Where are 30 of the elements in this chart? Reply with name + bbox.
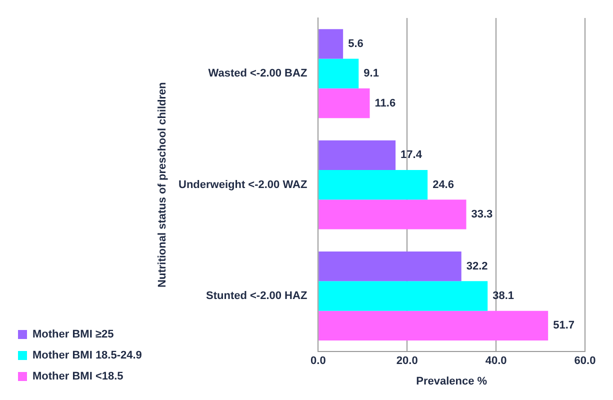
bar: [318, 140, 396, 170]
data-label: 33.3: [471, 208, 493, 220]
x-tick-label: 40.0: [485, 355, 507, 368]
y-axis-title: Nutritional status of preschool children: [156, 82, 169, 288]
x-tick-label: 20.0: [396, 355, 418, 368]
y-tick-label: Underweight <-2.00 WAZ: [178, 178, 308, 191]
data-label: 38.1: [492, 290, 514, 302]
data-label: 5.6: [348, 38, 364, 50]
bar: [318, 281, 488, 311]
legend-label: Mother BMI 18.5-24.9: [32, 350, 142, 362]
bar: [318, 88, 370, 118]
data-label: 24.6: [432, 178, 454, 191]
y-tick-label: Stunted <-2.00 HAZ: [206, 290, 308, 302]
data-label: 32.2: [466, 260, 488, 272]
bar: [318, 170, 428, 200]
data-label: 9.1: [364, 68, 379, 80]
bar: [318, 200, 466, 230]
bar: [318, 58, 359, 88]
bar: [318, 310, 548, 340]
y-tick-label: Wasted <-2.00 BAZ: [208, 68, 308, 80]
data-label: 11.6: [374, 97, 396, 110]
bar: [318, 252, 462, 282]
legend-label: Mother BMI <18.5: [32, 370, 124, 383]
x-tick-label: 60.0: [574, 355, 596, 368]
legend-label: Mother BMI ≥25: [32, 328, 114, 341]
bar: [318, 29, 344, 59]
x-tick-label: 0.0: [310, 355, 326, 368]
x-axis-title: Prevalence %: [416, 375, 488, 388]
data-label: 17.4: [400, 149, 423, 162]
data-label: 51.7: [553, 320, 575, 332]
